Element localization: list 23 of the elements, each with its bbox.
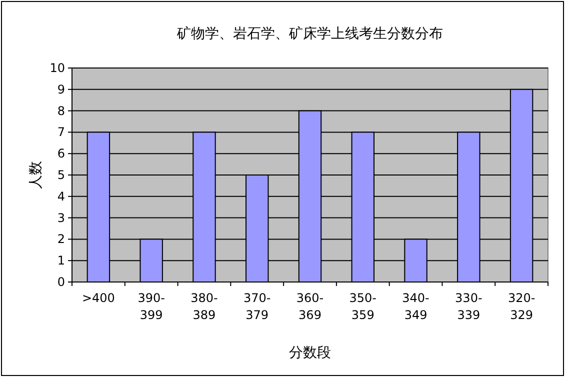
y-tick-label: 10 xyxy=(50,61,65,75)
y-tick-label: 5 xyxy=(57,168,65,182)
y-tick-label: 7 xyxy=(57,125,65,140)
y-tick-label: 0 xyxy=(57,275,65,289)
x-tick-label: 360-369 xyxy=(296,291,324,322)
y-tick-label: 2 xyxy=(57,232,65,246)
chart-title: 矿物学、岩石学、矿床学上线考生分数分布 xyxy=(176,26,443,42)
y-tick-label: 3 xyxy=(57,210,65,225)
x-tick-label: 380-389 xyxy=(190,291,218,322)
x-axis-title: 分数段 xyxy=(289,345,331,361)
x-tick-label: 390-399 xyxy=(138,291,165,322)
x-tick-label: 370-379 xyxy=(243,291,271,322)
y-tick-label: 4 xyxy=(57,189,65,204)
y-tick-label: 9 xyxy=(57,82,65,96)
y-tick-label: 1 xyxy=(57,254,65,268)
y-axis-title: 人数 xyxy=(28,161,44,189)
x-tick-label: >400 xyxy=(82,291,115,305)
x-tick-label: 330-339 xyxy=(455,291,482,322)
y-tick-label: 6 xyxy=(57,146,65,161)
x-tick-label: 320-329 xyxy=(508,291,536,322)
x-tick-label: 340-349 xyxy=(402,291,430,322)
y-tick-label: 8 xyxy=(57,104,65,118)
x-tick-label: 350-359 xyxy=(349,291,377,322)
